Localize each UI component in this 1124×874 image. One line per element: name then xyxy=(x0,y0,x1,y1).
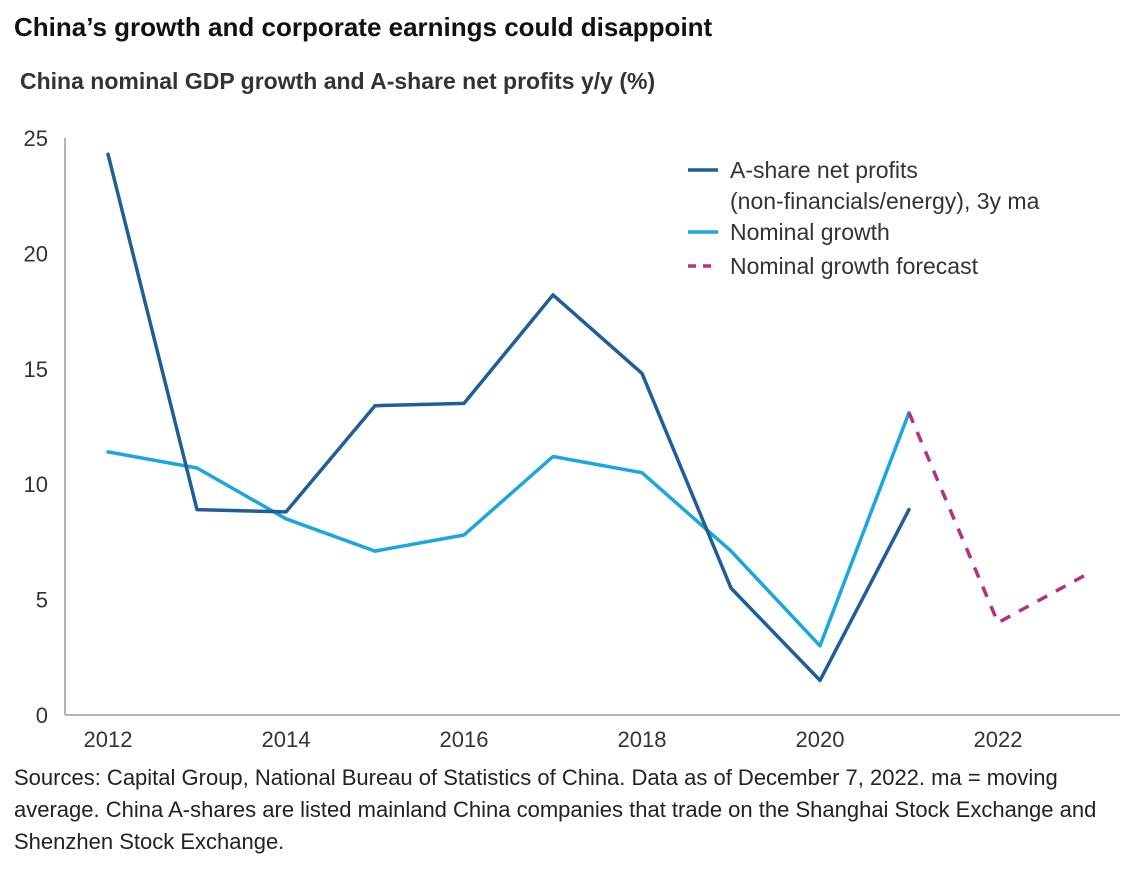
chart-title: China’s growth and corporate earnings co… xyxy=(14,12,713,42)
chart-subtitle: China nominal GDP growth and A-share net… xyxy=(20,68,656,94)
y-tick-label: 0 xyxy=(36,703,48,728)
x-tick-label: 2020 xyxy=(796,727,845,752)
x-tick-label: 2018 xyxy=(618,727,667,752)
x-tick-label: 2014 xyxy=(262,727,311,752)
y-tick-label: 20 xyxy=(24,241,48,266)
legend-label: Nominal growth forecast xyxy=(730,253,979,279)
chart-legend: A-share net profits (non-financials/energ… xyxy=(688,157,1040,279)
series-line-a-share-net-profits xyxy=(106,152,911,683)
series-line-nominal-growth xyxy=(106,410,911,648)
x-tick-label: 2012 xyxy=(84,727,133,752)
x-tick-label: 2016 xyxy=(440,727,489,752)
chart-series xyxy=(106,152,1088,683)
y-tick-label: 25 xyxy=(24,126,48,151)
y-tick-label: 15 xyxy=(24,357,48,382)
line-chart: 0 5 10 15 20 25 2012 2014 2016 2018 2020 2022 A-sha… xyxy=(24,126,1120,752)
series-line-nominal-growth-forecast xyxy=(907,412,1088,625)
sources-note: Sources: Capital Group, National Bureau … xyxy=(14,765,1097,854)
y-tick-label: 10 xyxy=(24,472,48,497)
chart-axes: 0 5 10 15 20 25 2012 2014 2016 2018 2020 2022 xyxy=(24,126,1120,752)
legend-label: A-share net profits xyxy=(730,157,918,183)
x-tick-label: 2022 xyxy=(974,727,1023,752)
legend-label: Nominal growth xyxy=(730,219,890,245)
y-tick-label: 5 xyxy=(36,588,48,613)
legend-label: (non-financials/energy), 3y ma xyxy=(730,188,1040,214)
